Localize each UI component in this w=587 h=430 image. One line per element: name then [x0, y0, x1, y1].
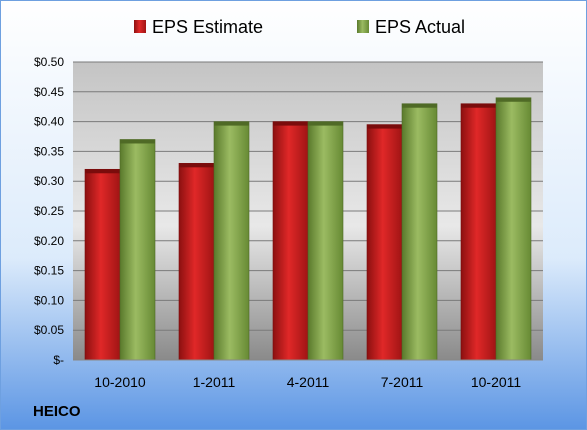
- bar-estimate-top: [85, 169, 120, 174]
- y-tick-label: $-: [53, 353, 64, 367]
- x-tick-label: 1-2011: [193, 374, 236, 390]
- bar-actual-top: [402, 103, 437, 108]
- bar-estimate: [84, 168, 121, 361]
- bar-estimate: [366, 124, 403, 361]
- legend-label-actual: EPS Actual: [375, 17, 465, 37]
- bar-actual: [401, 103, 438, 361]
- y-tick-label: $0.05: [34, 323, 64, 337]
- bar-actual-top: [496, 97, 531, 102]
- x-tick-label: 4-2011: [287, 374, 330, 390]
- y-tick-label: $0.45: [34, 85, 64, 99]
- legend: EPS Estimate EPS Actual: [134, 17, 465, 37]
- bar-actual-top: [120, 139, 155, 144]
- bar-estimate-top: [461, 103, 496, 108]
- company-label: HEICO: [33, 403, 81, 420]
- y-tick-label: $0.10: [34, 293, 64, 307]
- y-axis-ticks: $- $0.05 $0.10 $0.15 $0.20 $0.25 $0.30 $0.35 $0.…: [34, 55, 64, 367]
- y-tick-label: $0.25: [34, 204, 64, 218]
- legend-swatch-estimate: [134, 20, 146, 33]
- bar-actual-top: [214, 121, 249, 126]
- y-tick-label: $0.30: [34, 174, 64, 188]
- bar-estimate: [178, 163, 215, 361]
- y-tick-label: $0.40: [34, 115, 64, 129]
- bar-actual-top: [308, 121, 343, 126]
- bar-estimate-top: [367, 124, 402, 129]
- bar-estimate: [460, 103, 497, 361]
- bar-actual: [495, 97, 532, 361]
- legend-swatch-actual: [357, 20, 369, 33]
- bar-actual: [213, 121, 250, 361]
- bar-estimate: [272, 121, 309, 361]
- bar-estimate-top: [179, 163, 214, 168]
- bars: [84, 97, 532, 361]
- y-tick-label: $0.50: [34, 55, 64, 69]
- x-tick-label: 7-2011: [381, 374, 424, 390]
- legend-label-estimate: EPS Estimate: [152, 17, 263, 37]
- x-tick-label: 10-2011: [471, 374, 522, 390]
- bar-actual: [307, 121, 344, 361]
- y-tick-label: $0.15: [34, 264, 64, 278]
- x-axis-ticks: 10-2010 1-2011 4-2011 7-2011 10-2011: [94, 374, 521, 390]
- bar-actual: [119, 139, 156, 361]
- y-tick-label: $0.35: [34, 144, 64, 158]
- y-tick-label: $0.20: [34, 234, 64, 248]
- bar-estimate-top: [273, 121, 308, 126]
- x-tick-label: 10-2010: [94, 374, 146, 390]
